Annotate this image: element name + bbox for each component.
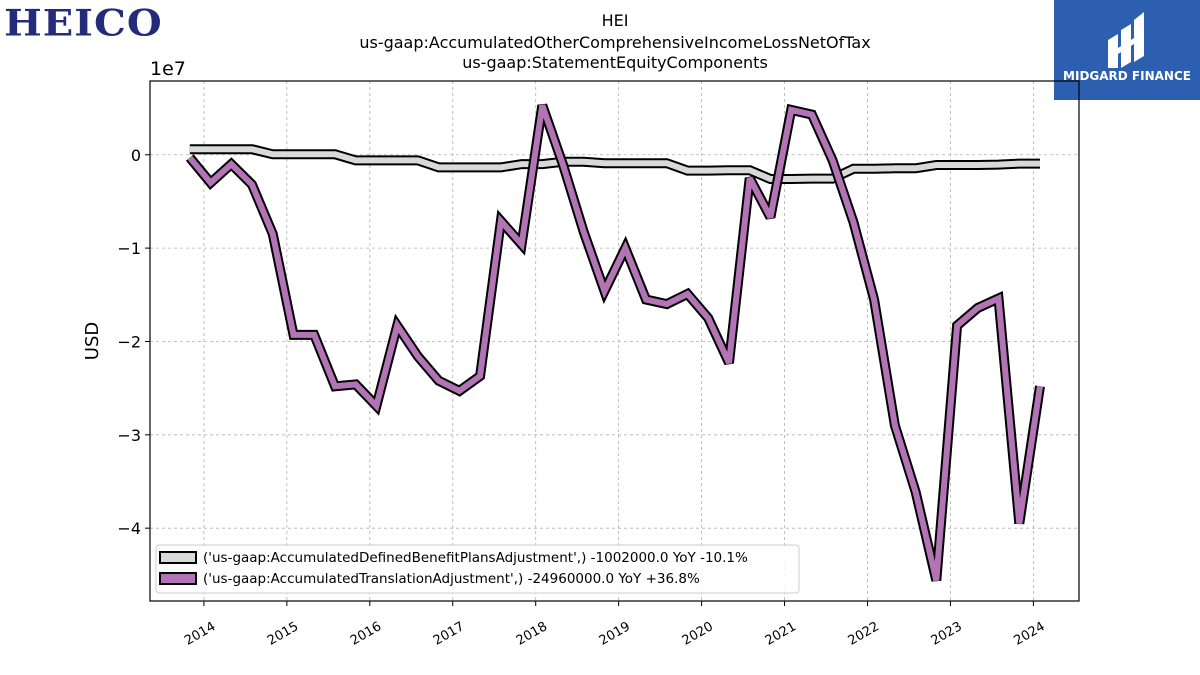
- x-tick-label: 2017: [431, 619, 467, 649]
- y-tick-label: −3: [117, 426, 141, 445]
- chart-title-ticker: HEI: [601, 11, 629, 30]
- legend-label-1: ('us-gaap:AccumulatedTranslationAdjustme…: [203, 571, 700, 587]
- y-tick-label: −4: [117, 519, 141, 538]
- y-offset-label: 1e7: [150, 58, 186, 80]
- x-tick-label: 2024: [1012, 619, 1048, 649]
- x-tick-label: 2014: [182, 619, 218, 649]
- legend-label-0: ('us-gaap:AccumulatedDefinedBenefitPlans…: [203, 550, 748, 566]
- x-tick-label: 2022: [846, 619, 882, 649]
- x-tick-label: 2023: [929, 619, 965, 649]
- y-tick-label: −2: [117, 332, 141, 351]
- legend-swatch-0: [159, 551, 197, 564]
- x-tick-label: 2018: [514, 619, 550, 649]
- chart-title-statement: us-gaap:StatementEquityComponents: [462, 53, 768, 72]
- x-tick-label: 2021: [763, 619, 799, 649]
- chart-title-concept: us-gaap:AccumulatedOtherComprehensiveInc…: [359, 33, 871, 52]
- legend-swatch-1: [159, 572, 197, 585]
- series-1-line: [187, 104, 1043, 582]
- y-axis-label: USD: [82, 322, 103, 360]
- midgard-finance-logo: MIDGARD FINANCE: [1054, 0, 1200, 100]
- midgard-mark-icon: [1108, 12, 1144, 68]
- x-tick-label: 2020: [680, 619, 716, 649]
- midgard-brand-text: MIDGARD FINANCE: [1063, 69, 1191, 83]
- y-tick-label: −1: [117, 239, 141, 258]
- x-tick-label: 2016: [348, 619, 384, 649]
- series-0-line: [189, 146, 1040, 182]
- heico-logo: HEICO: [4, 2, 163, 45]
- x-tick-label: 2019: [597, 619, 633, 649]
- y-tick-label: 0: [131, 146, 141, 165]
- legend-box: [155, 544, 800, 594]
- x-tick-label: 2015: [265, 619, 301, 649]
